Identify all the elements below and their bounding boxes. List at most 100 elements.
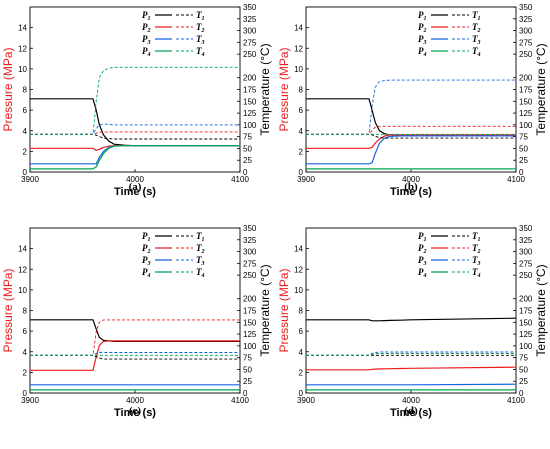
legend-subscript: 1 [148,16,151,22]
legend-subscript: 3 [201,40,205,46]
y2-tick-label: 325 [519,15,533,24]
y2-tick-label: 325 [519,236,533,245]
legend-symbol: P [142,22,148,32]
y-tick-label: 0 [299,168,304,177]
x-axis-title: Time (s) [390,186,432,198]
y2-tick-label: 300 [243,248,257,257]
legend-symbol: P [418,34,424,44]
legend-symbol: T [472,22,478,32]
series-line-T2 [306,125,516,135]
y-tick-label: 14 [18,245,27,254]
y2-tick-label: 250 [243,271,257,280]
y2-tick-label: 0 [519,389,524,398]
x-axis-title: Time (s) [114,186,156,198]
x-tick-label: 3900 [297,396,315,405]
series-line-P2 [30,340,240,371]
legend-label-P4: P4 [142,267,151,279]
legend-symbol: T [196,243,202,253]
plot-frame [29,227,241,394]
y2-tick-label: 75 [243,354,252,363]
legend-symbol: T [196,267,202,277]
series-line-T3 [30,123,240,135]
legend-label-P1: P1 [418,10,427,22]
y-axis-title: Pressure (MPa) [277,268,291,352]
legend-symbol: T [196,46,202,56]
legend-label-P3: P3 [142,255,151,267]
y2-tick-label: 25 [519,156,528,165]
y2-tick-label: 50 [519,144,528,153]
plot-frame [305,6,517,173]
y2-tick-label: 150 [519,318,533,327]
legend-label-P1: P1 [142,231,151,243]
legend-subscript: 4 [147,273,151,279]
legend-subscript: 3 [201,261,205,267]
y-tick-label: 2 [23,368,28,377]
series-line-P1 [306,317,516,322]
legend-subscript: 4 [147,52,151,58]
x-tick-label: 4100 [507,396,525,405]
x-tick-label: 4000 [402,175,420,184]
y-tick-label: 8 [23,86,28,95]
y2-tick-label: 125 [243,330,257,339]
legend-subscript: 1 [478,16,481,22]
y-tick-label: 10 [294,286,303,295]
y2-tick-label: 75 [243,133,252,142]
x-tick-label: 3900 [21,396,39,405]
legend-subscript: 4 [423,52,427,58]
y2-tick-label: 200 [243,295,257,304]
series-group [30,66,240,170]
y-tick-label: 6 [299,106,304,115]
y2-tick-label: 250 [519,271,533,280]
series-line-T3 [306,351,516,356]
legend-label-P3: P3 [142,34,151,46]
legend-symbol: T [196,255,202,265]
y-tick-label: 0 [299,389,304,398]
y2-tick-label: 200 [243,74,257,83]
legend-label-T2: T2 [472,22,481,34]
x-tick-label: 4000 [402,396,420,405]
legend-symbol: T [472,46,478,56]
legend-symbol: P [418,243,424,253]
legend-symbol: P [142,267,148,277]
y2-tick-label: 350 [243,224,257,233]
panel-caption: (d) [404,405,418,417]
legend-symbol: P [142,10,148,20]
chart-panel-1: 0246810121402550751001251501752002502753… [1,3,272,198]
y-tick-label: 10 [18,286,27,295]
legend-subscript: 4 [201,52,205,58]
legend-label-T3: T3 [196,34,205,46]
y-tick-label: 2 [299,368,304,377]
series-line-T3 [306,79,516,135]
legend-symbol: P [142,243,148,253]
legend-subscript: 1 [478,237,481,243]
legend-symbol: T [472,231,478,241]
legend-subscript: 1 [202,16,205,22]
legend-label-T2: T2 [196,22,205,34]
y-tick-label: 10 [18,65,27,74]
y-tick-label: 6 [23,106,28,115]
legend-symbol: T [196,231,202,241]
legend-subscript: 2 [201,249,205,255]
y-tick-label: 4 [299,127,304,136]
y-axis-title: Pressure (MPa) [1,268,15,352]
series-group [306,317,516,391]
legend-symbol: P [142,255,148,265]
plot-frame [29,6,241,173]
series-group [306,79,516,170]
legend-label-T1: T1 [472,231,481,243]
y-tick-label: 0 [23,389,28,398]
y2-axis-title: Temperature (°C) [534,43,548,135]
y-tick-label: 10 [294,65,303,74]
y2-tick-label: 0 [519,168,524,177]
y-tick-label: 2 [299,147,304,156]
legend-symbol: T [196,10,202,20]
y2-tick-label: 75 [519,354,528,363]
legend-symbol: P [418,10,424,20]
y2-tick-label: 175 [519,86,533,95]
y2-tick-label: 100 [243,121,257,130]
y2-tick-label: 350 [519,3,533,12]
y2-tick-label: 0 [243,168,248,177]
legend-symbol: P [418,231,424,241]
legend-subscript: 3 [477,40,481,46]
